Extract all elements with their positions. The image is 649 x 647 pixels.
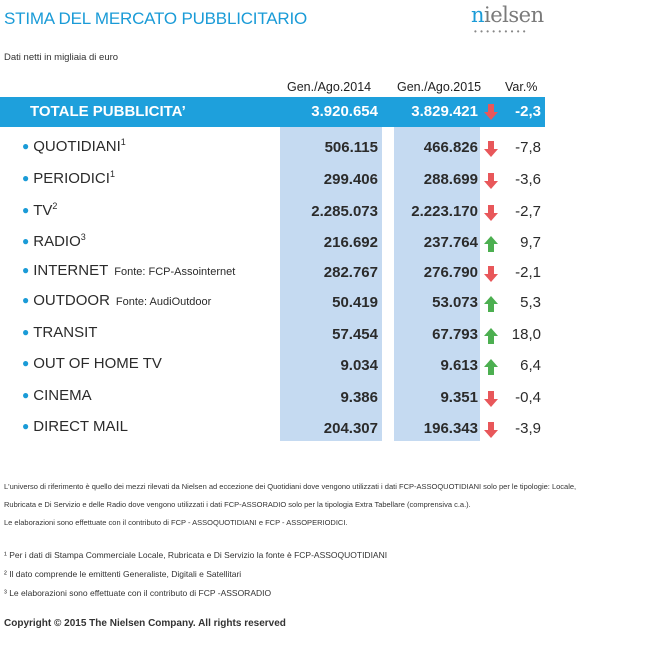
bullet-icon: ●	[22, 356, 30, 370]
total-row-bar	[0, 97, 545, 127]
bullet-icon: ●	[22, 139, 30, 153]
value-2014: 9.386	[340, 389, 378, 406]
value-2014: 9.034	[340, 357, 378, 374]
row-label: ● QUOTIDIANI1	[22, 137, 126, 155]
row-label: ● RADIO3	[22, 232, 86, 250]
trend-down-arrow-icon	[483, 204, 499, 222]
row-label: ● TRANSIT	[22, 324, 98, 341]
value-2015: 2.223.170	[411, 203, 478, 220]
total-2015: 3.829.421	[411, 103, 478, 120]
column-header-2015: Gen./Ago.2015	[397, 80, 482, 94]
value-2014: 299.406	[323, 171, 378, 188]
value-2014: 57.454	[332, 326, 378, 343]
nielsen-logo: nielsen	[471, 3, 544, 27]
value-2015: 466.826	[423, 139, 478, 156]
total-trend-down-arrow-icon	[483, 103, 499, 121]
subtitle: Dati netti in migliaia di euro	[4, 52, 119, 63]
column-header-2014: Gen./Ago.2014	[287, 80, 372, 94]
row-label: ● INTERNET Fonte: FCP-Assointernet	[22, 262, 236, 279]
total-var: -2,3	[515, 103, 541, 120]
column-2014-background	[280, 127, 382, 441]
bullet-icon: ●	[22, 419, 30, 433]
note-line-2: Rubricata e Di Servizio e delle Radio do…	[4, 500, 471, 509]
trend-down-arrow-icon	[483, 421, 499, 439]
row-label: ● PERIODICI1	[22, 169, 115, 187]
value-2015: 67.793	[432, 326, 478, 343]
page-title: STIMA DEL MERCATO PUBBLICITARIO	[4, 9, 308, 28]
footnote-3: ³ Le elaborazioni sono effettuate con il…	[4, 588, 272, 598]
variation-percent: -3,6	[515, 171, 541, 188]
variation-percent: 9,7	[520, 234, 541, 251]
trend-up-arrow-icon	[483, 327, 499, 345]
column-2015-background	[394, 127, 480, 441]
trend-down-arrow-icon	[483, 172, 499, 190]
value-2015: 9.351	[440, 389, 478, 406]
value-2015: 53.073	[432, 294, 478, 311]
value-2014: 204.307	[323, 420, 378, 437]
note-line-1: L'universo di riferimento è quello dei m…	[4, 482, 577, 491]
copyright: Copyright © 2015 The Nielsen Company. Al…	[4, 618, 286, 629]
bullet-icon: ●	[22, 263, 30, 277]
bullet-icon: ●	[22, 388, 30, 402]
bullet-icon: ●	[22, 325, 30, 339]
trend-up-arrow-icon	[483, 235, 499, 253]
value-2014: 216.692	[323, 234, 378, 251]
row-label: ● CINEMA	[22, 387, 92, 404]
trend-up-arrow-icon	[483, 358, 499, 376]
total-label: TOTALE PUBBLICITA’	[30, 103, 186, 120]
footnote-2: ² Il dato comprende le emittenti General…	[4, 569, 242, 579]
trend-down-arrow-icon	[483, 140, 499, 158]
variation-percent: -2,1	[515, 264, 541, 281]
variation-percent: -0,4	[515, 389, 541, 406]
variation-percent: -7,8	[515, 139, 541, 156]
value-2014: 282.767	[323, 264, 378, 281]
bullet-icon: ●	[22, 171, 30, 185]
value-2015: 276.790	[423, 264, 478, 281]
value-2014: 506.115	[324, 139, 378, 156]
bullet-icon: ●	[22, 203, 30, 217]
value-2015: 237.764	[423, 234, 478, 251]
footnote-1: ¹ Per i dati di Stampa Commerciale Local…	[4, 550, 388, 560]
row-label: ● OUT OF HOME TV	[22, 355, 162, 372]
row-label: ● TV2	[22, 201, 58, 219]
variation-percent: 6,4	[520, 357, 541, 374]
variation-percent: -3,9	[515, 420, 541, 437]
value-2015: 196.343	[423, 420, 478, 437]
column-header-var: Var.%	[505, 80, 538, 94]
value-2014: 2.285.073	[311, 203, 378, 220]
logo-dots: •••••••••	[474, 27, 529, 36]
variation-percent: 18,0	[511, 326, 541, 343]
bullet-icon: ●	[22, 293, 30, 307]
trend-up-arrow-icon	[483, 295, 499, 313]
row-label: ● OUTDOOR Fonte: AudiOutdoor	[22, 292, 212, 309]
total-2014: 3.920.654	[311, 103, 378, 120]
value-2015: 288.699	[423, 171, 478, 188]
bullet-icon: ●	[22, 234, 30, 248]
variation-percent: 5,3	[520, 294, 541, 311]
variation-percent: -2,7	[515, 203, 541, 220]
row-label: ● DIRECT MAIL	[22, 418, 128, 435]
note-line-3: Le elaborazioni sono effettuate con il c…	[4, 518, 348, 527]
trend-down-arrow-icon	[483, 390, 499, 408]
trend-down-arrow-icon	[483, 265, 499, 283]
value-2015: 9.613	[440, 357, 478, 374]
value-2014: 50.419	[332, 294, 378, 311]
